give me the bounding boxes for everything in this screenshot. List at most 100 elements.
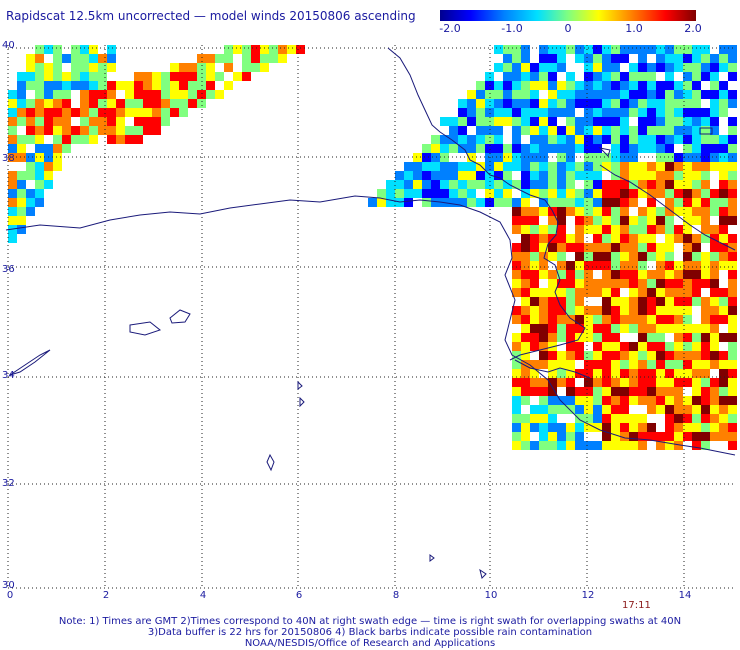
wind-cell [674,135,683,144]
wind-cell [656,324,665,333]
wind-cell [548,162,557,171]
wind-cell [674,90,683,99]
wind-cell [665,279,674,288]
wind-cell [413,189,422,198]
wind-cell [260,54,269,63]
wind-cell [602,378,611,387]
wind-cell [35,72,44,81]
wind-cell [53,45,62,54]
wind-cell [602,225,611,234]
wind-cell [206,54,215,63]
wind-cell [197,63,206,72]
wind-cell [89,81,98,90]
wind-cell [539,378,548,387]
wind-cell [170,99,179,108]
wind-cell [710,81,719,90]
wind-cell [521,360,530,369]
wind-cell [683,288,692,297]
wind-cell [8,117,17,126]
wind-cell [728,297,737,306]
wind-cell [557,135,566,144]
wind-cell [728,333,737,342]
wind-cell [611,324,620,333]
coast-island-b [297,380,303,390]
wind-cell [692,90,701,99]
wind-cell [35,171,44,180]
wind-cell [611,360,620,369]
wind-cell [80,99,89,108]
wind-cell [602,135,611,144]
wind-cell [8,234,17,243]
wind-cell [602,342,611,351]
wind-cell [611,279,620,288]
lat-label-30: 30 [2,580,15,591]
lon-label-14: 14 [678,590,692,601]
wind-cell [665,414,674,423]
wind-cell [620,216,629,225]
wind-cell [683,324,692,333]
wind-cell [521,45,530,54]
wind-cell [476,144,485,153]
wind-cell [665,54,674,63]
wind-cell [611,72,620,81]
wind-cell [134,72,143,81]
wind-cell [458,108,467,117]
wind-cell [539,144,548,153]
wind-cell [467,108,476,117]
wind-cell [548,405,557,414]
wind-cell [620,270,629,279]
wind-cell [143,108,152,117]
wind-cell [593,108,602,117]
wind-cell [566,234,575,243]
wind-cell [629,153,638,162]
wind-cell [53,99,62,108]
wind-cell [692,432,701,441]
wind-cell [611,315,620,324]
wind-cell [602,297,611,306]
wind-cell [629,387,638,396]
wind-cell [611,297,620,306]
wind-cell [701,171,710,180]
wind-cell [476,81,485,90]
wind-cell [683,252,692,261]
wind-cell [89,99,98,108]
wind-cell [602,45,611,54]
wind-cell [8,198,17,207]
wind-cell [503,180,512,189]
wind-cell [557,108,566,117]
wind-cell [611,216,620,225]
wind-cell [728,369,737,378]
wind-cell [620,360,629,369]
wind-cell [638,162,647,171]
wind-cell [242,63,251,72]
wind-cell [611,54,620,63]
wind-cell [107,54,116,63]
wind-cell [35,144,44,153]
wind-cell [674,270,683,279]
wind-cell [521,144,530,153]
wind-cell [494,171,503,180]
wind-cell [134,117,143,126]
wind-cell [26,171,35,180]
wind-cell [17,171,26,180]
wind-cell [674,117,683,126]
wind-cell [719,171,728,180]
wind-cell [665,216,674,225]
wind-cell [539,441,548,450]
wind-cell [701,405,710,414]
wind-cell [521,378,530,387]
wind-cell [539,288,548,297]
wind-cell [611,144,620,153]
wind-cell [467,171,476,180]
wind-cell [539,117,548,126]
wind-cell [719,234,728,243]
wind-cell [539,351,548,360]
wind-cell [710,54,719,63]
wind-cell [521,54,530,63]
wind-cell [629,90,638,99]
wind-cell [575,324,584,333]
wind-cell [647,207,656,216]
wind-cell [53,117,62,126]
wind-cell [710,72,719,81]
wind-cell [638,387,647,396]
